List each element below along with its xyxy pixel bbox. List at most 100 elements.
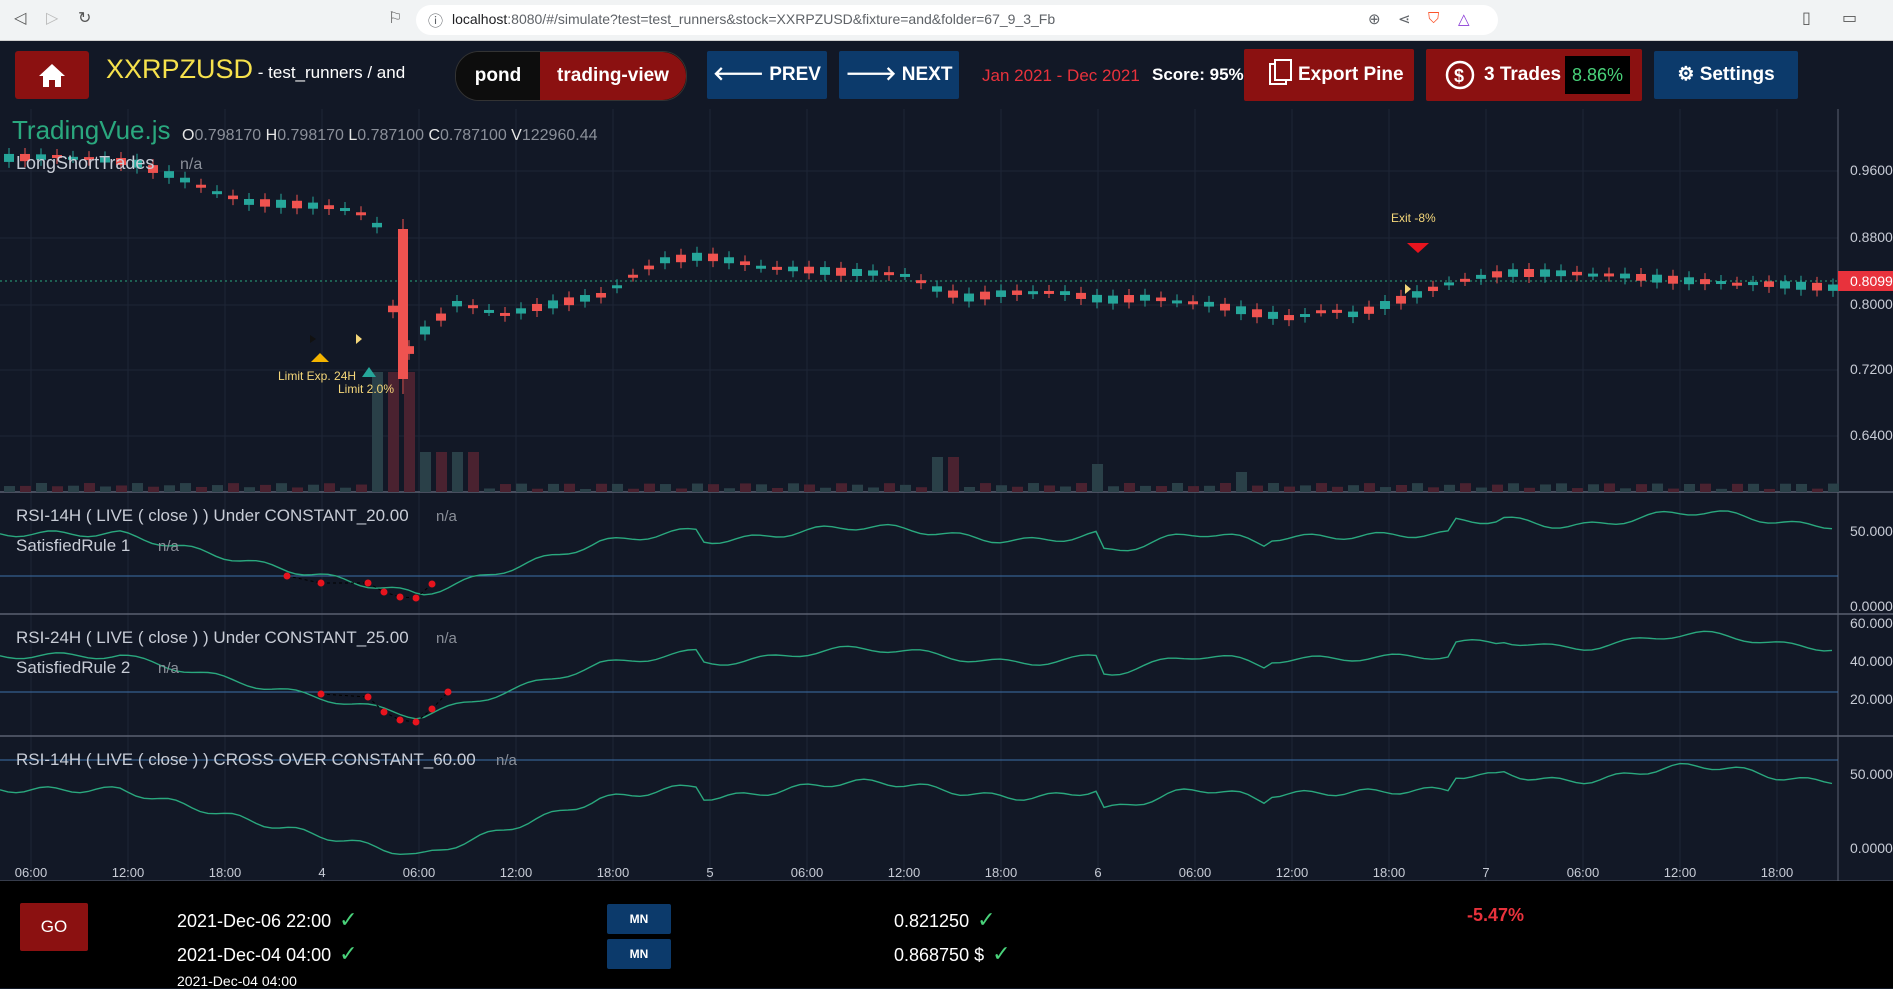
time-tick: 18:00 (209, 865, 242, 880)
time-tick: 12:00 (1664, 865, 1697, 880)
last-price-label: 0.8099 (1850, 273, 1893, 289)
rsi-tick: 40.0000 (1850, 653, 1893, 669)
trades-pct-badge: 8.86% (1564, 56, 1630, 94)
volume-bars (4, 372, 1839, 492)
limit-exp-marker (311, 353, 329, 362)
pane-title: RSI-24H ( LIVE ( close ) ) Under CONSTAN… (16, 628, 409, 647)
bookmark-icon[interactable]: ⚐ (388, 8, 403, 27)
rsi-tick: 0.0000 (1850, 598, 1893, 614)
check-icon: ✓ (977, 907, 996, 932)
wallet-icon[interactable]: ▭ (1842, 8, 1858, 27)
footer-date-3: 2021-Dec-04 04:00 (177, 973, 297, 989)
pane-title: RSI-14H ( LIVE ( close ) ) CROSS OVER CO… (16, 750, 476, 769)
exit-entry-marker (1405, 284, 1411, 294)
overlay-value: n/a (180, 156, 202, 173)
time-tick: 18:00 (1761, 865, 1794, 880)
app-header: XXRPZUSD - test_runners / and pond tradi… (0, 41, 1893, 109)
pane-rule-label: SatisfiedRule 1 (16, 536, 130, 555)
export-pine-button[interactable]: Export Pine (1244, 49, 1414, 101)
entry-marker (310, 335, 316, 343)
home-icon (39, 64, 65, 87)
time-tick: 12:00 (1276, 865, 1309, 880)
time-tick: 5 (706, 865, 713, 880)
time-tick: 12:00 (112, 865, 145, 880)
time-tick: 12:00 (500, 865, 533, 880)
entry-marker-2 (356, 334, 362, 344)
price-tick: 0.9600 (1850, 162, 1893, 178)
brave-shield-icon[interactable]: ⛉ (1428, 10, 1440, 27)
view-toggle[interactable]: pond trading-view (455, 51, 687, 101)
pnl-value: -5.47% (1467, 905, 1525, 925)
next-button[interactable]: 🡒 NEXT (839, 51, 959, 99)
share-icon[interactable]: ⋖ (1398, 11, 1411, 28)
date-range: Jan 2021 - Dec 2021 (982, 66, 1140, 85)
time-tick: 18:00 (597, 865, 630, 880)
trade-annotations: Limit Exp. 24H Limit 2.0% Exit -8% (278, 211, 1436, 396)
price-candles (4, 147, 1838, 394)
mn-button-1[interactable]: MN (607, 904, 671, 934)
copy-icon (1269, 59, 1292, 85)
site-info-icon[interactable]: ⓘ (428, 13, 444, 30)
pane-value: n/a (436, 630, 458, 647)
check-icon: ✓ (992, 941, 1011, 966)
address-bar[interactable]: ⓘ localhost:8080/#/simulate?test=test_ru… (416, 5, 1498, 35)
svg-text:$: $ (1454, 66, 1464, 86)
url-text: localhost:8080/#/simulate?test=test_runn… (452, 11, 1056, 27)
view-pond-option[interactable]: pond (456, 52, 540, 100)
limit-label: Limit 2.0% (338, 382, 394, 396)
brand-label: TradingVue.js (12, 115, 171, 145)
arrow-left-icon: 🡐 (713, 64, 770, 85)
rsi-tick: 20.0000 (1850, 691, 1893, 707)
ohlcv-readout: O0.798170 H0.798170 L0.787100 C0.787100 … (182, 127, 598, 144)
time-tick: 06:00 (1567, 865, 1600, 880)
exit-marker (1407, 243, 1429, 253)
browser-toolbar: ◁ ▷ ↻ ⚐ ⓘ localhost:8080/#/simulate?test… (0, 0, 1893, 41)
price-tick: 0.8800 (1850, 229, 1893, 245)
chart-grid (0, 109, 1893, 882)
score-label: Score: 95% (1152, 65, 1244, 84)
footer-date-2: 2021-Dec-04 04:00 ✓ (177, 941, 358, 966)
go-button[interactable]: GO (20, 903, 88, 951)
footer-panel: GO 2021-Dec-06 22:00 ✓ 2021-Dec-04 04:00 ✓… (0, 881, 1893, 989)
trades-button[interactable]: $ 3 Trades 8.86% (1426, 49, 1642, 101)
zoom-icon[interactable]: ⊕ (1368, 11, 1381, 28)
time-tick: 18:00 (1373, 865, 1406, 880)
price-tick: 0.8000 (1850, 296, 1893, 312)
mn-button-2[interactable]: MN (607, 939, 671, 969)
rsi-tick: 50.0000 (1850, 766, 1893, 782)
pane-rule-label: SatisfiedRule 2 (16, 658, 130, 677)
price-tick: 0.7200 (1850, 361, 1893, 377)
rsi-tick: 0.0000 (1850, 840, 1893, 856)
pane-rule-value: n/a (158, 660, 180, 677)
time-tick: 06:00 (15, 865, 48, 880)
ticker-title: XXRPZUSD - test_runners / and (106, 54, 406, 84)
trading-chart[interactable]: Limit Exp. 24H Limit 2.0% Exit -8% Tradi… (0, 109, 1893, 882)
chart-legend: TradingVue.js O0.798170 H0.798170 L0.787… (12, 115, 598, 173)
reload-icon[interactable]: ↻ (78, 8, 92, 27)
rewards-icon[interactable]: △ (1458, 11, 1470, 28)
footer-price-2: 0.868750 $ ✓ (894, 941, 1011, 966)
pane-value: n/a (496, 752, 518, 769)
sidebar-toggle-icon[interactable]: ▯ (1802, 8, 1811, 27)
settings-button[interactable]: ⚙ Settings (1654, 51, 1798, 99)
prev-button[interactable]: 🡐 PREV (707, 51, 827, 99)
pane-rule-value: n/a (158, 538, 180, 555)
pane-title: RSI-14H ( LIVE ( close ) ) Under CONSTAN… (16, 506, 409, 525)
overlay-label: LongShortTrades (16, 153, 154, 173)
back-icon[interactable]: ◁ (14, 8, 27, 27)
gear-icon: ⚙ (1677, 64, 1695, 85)
rsi-lines (0, 510, 1833, 856)
exit-label: Exit -8% (1391, 211, 1436, 225)
time-tick: 6 (1094, 865, 1101, 880)
check-icon: ✓ (339, 907, 358, 932)
home-button[interactable] (15, 51, 89, 99)
arrow-right-icon: 🡒 (845, 64, 902, 85)
forward-icon[interactable]: ▷ (46, 8, 59, 27)
check-icon: ✓ (339, 941, 358, 966)
pane-value: n/a (436, 508, 458, 525)
limit-marker (362, 367, 376, 377)
view-trading-view-option[interactable]: trading-view (540, 52, 686, 100)
dollar-cycle-icon: $ (1445, 60, 1475, 90)
chart-canvas[interactable]: Limit Exp. 24H Limit 2.0% Exit -8% Tradi… (0, 109, 1893, 882)
footer-date-1: 2021-Dec-06 22:00 ✓ (177, 907, 358, 932)
